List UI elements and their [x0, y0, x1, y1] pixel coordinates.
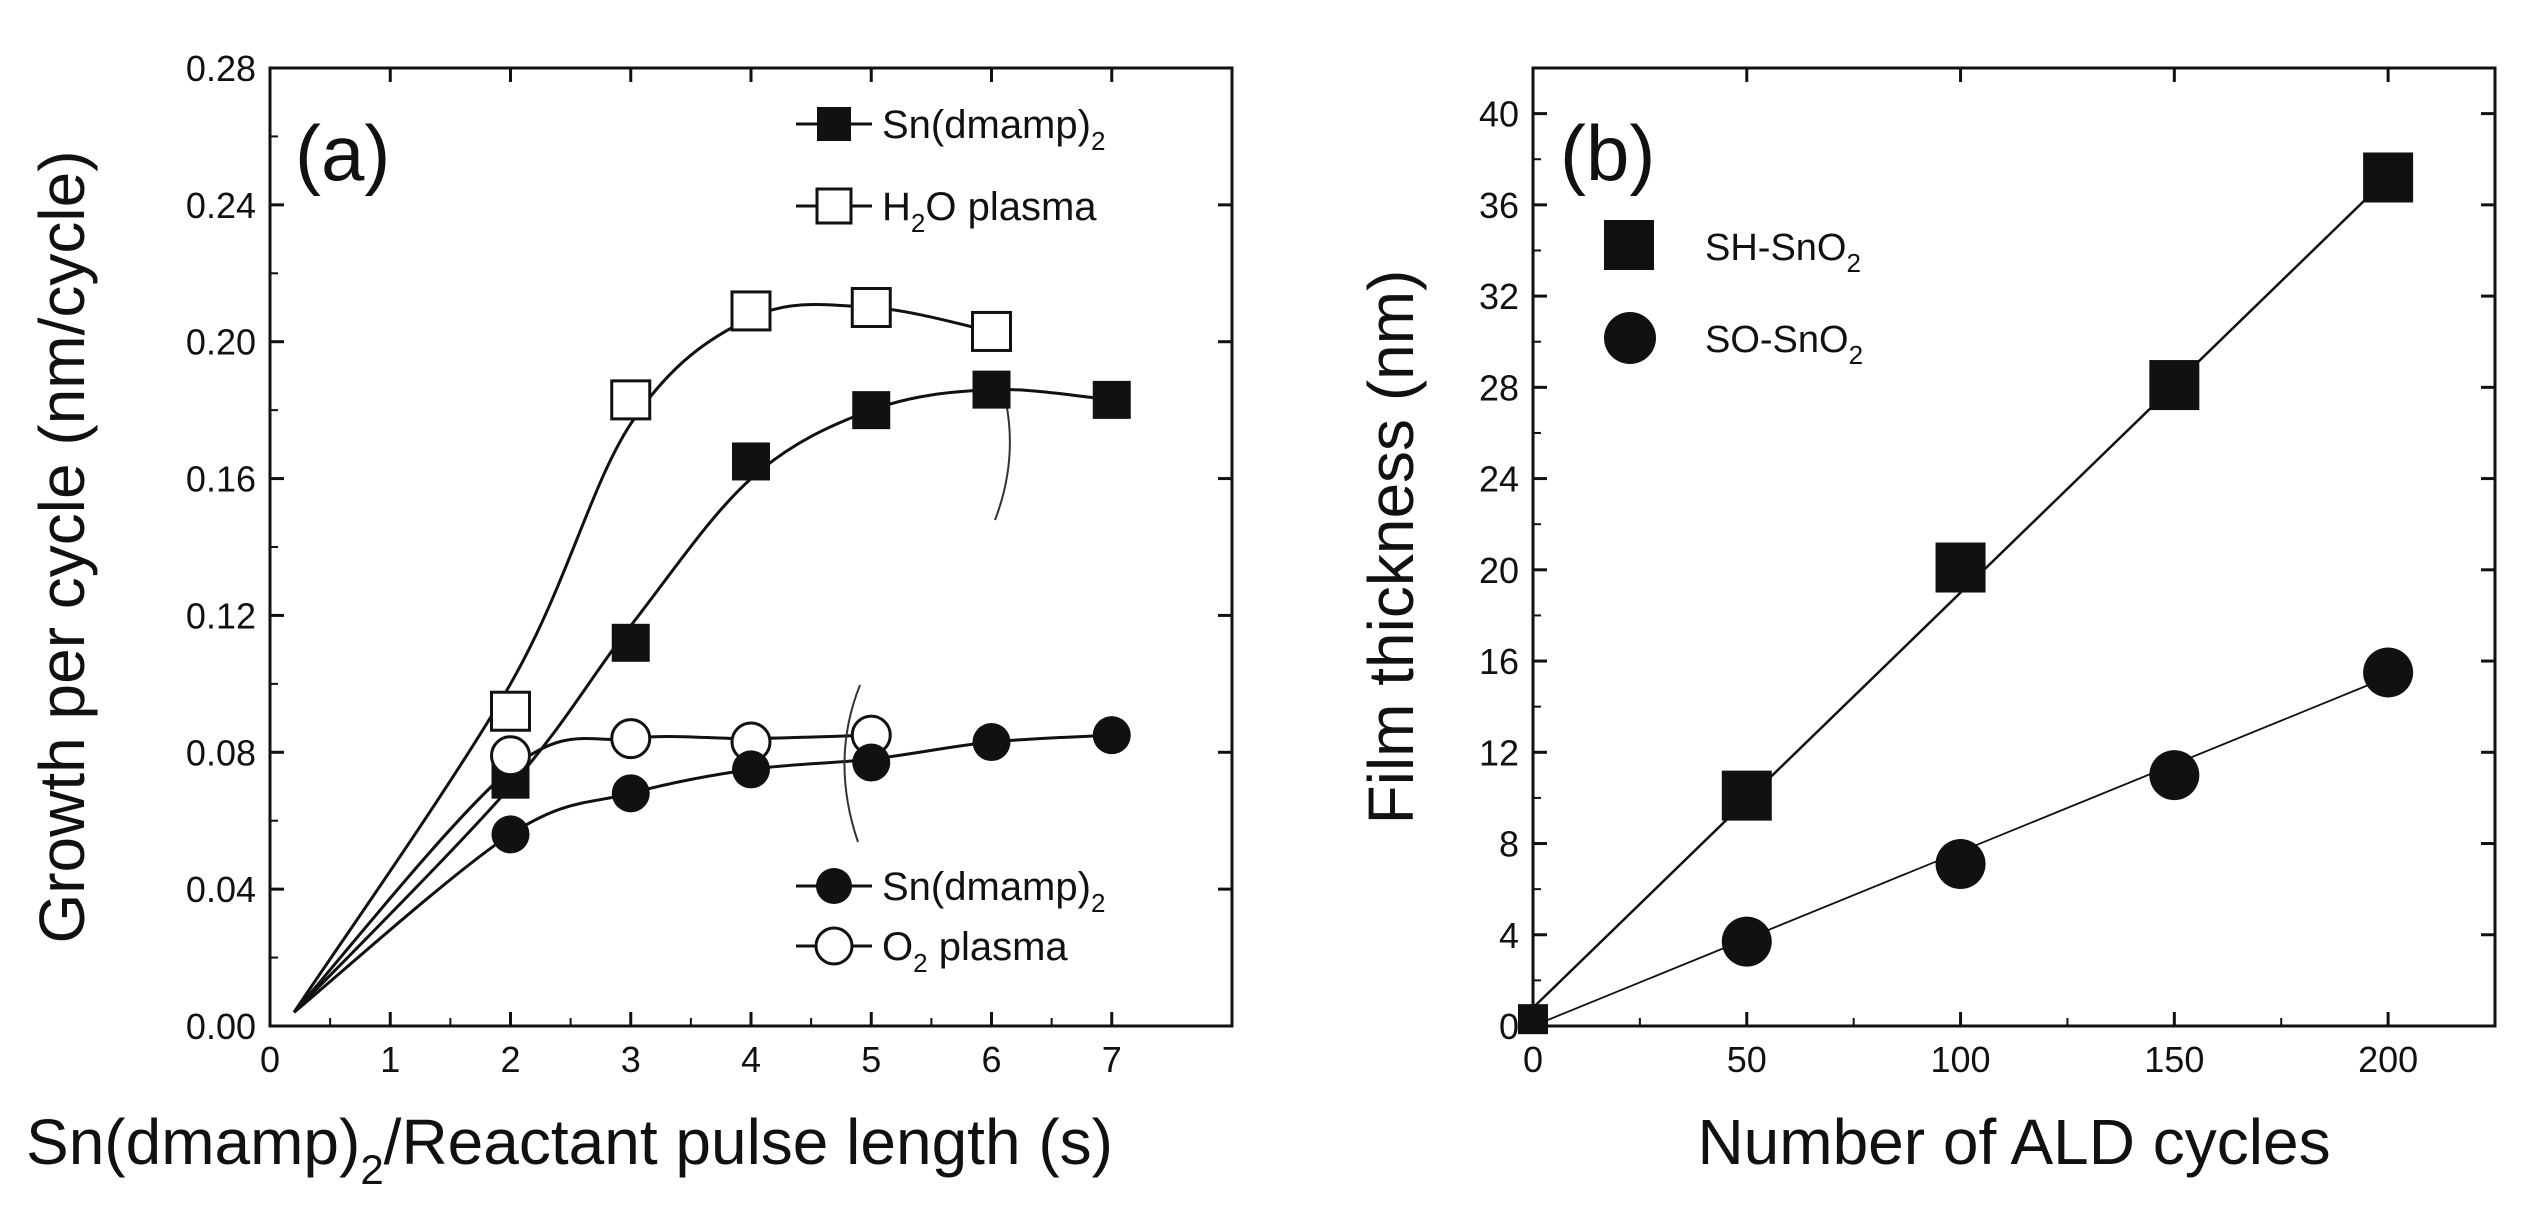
data-point-SO-SnO2 [1935, 839, 1986, 890]
data-point-filled-square [732, 442, 770, 481]
data-point-filled-circle [852, 743, 891, 782]
a-y-tick-label: 0.16 [186, 459, 256, 500]
b-y-tick-label: 16 [1479, 641, 1519, 682]
data-point-SO-SnO2 [2363, 647, 2414, 698]
a-y-tick-label: 0.24 [186, 185, 256, 226]
legend-bottom-a: Sn(dmamp)2 O2 plasma [796, 865, 1105, 978]
data-point-filled-circle [732, 750, 770, 789]
a-y-tick-label: 0.20 [186, 322, 256, 363]
data-point-filled-square [972, 370, 1011, 409]
legend-marker-open-circle [814, 926, 854, 966]
b-y-tick-label: 8 [1499, 824, 1519, 865]
series-points-b [1518, 152, 2414, 1035]
b-y-tick-label: 20 [1479, 550, 1519, 591]
chart-b: 0 50 100 150 200 0 4 8 12 16 20 24 28 32 36 40 (b) SH-S… [1355, 66, 2497, 1178]
x-axis-label-a: Sn(dmamp)2/Reactant pulse length (s) [26, 1106, 1113, 1193]
a-y-tick-label: 0.08 [186, 732, 256, 773]
b-x-tick-label: 0 [1523, 1039, 1543, 1080]
data-point-filled-square [611, 623, 650, 662]
legend-top-a: Sn(dmamp)2 H2O plasma [796, 103, 1105, 238]
series-line-filled-square [292, 387, 1112, 1014]
panel-label-a: (a) [295, 109, 390, 197]
a-x-tick-label: 6 [981, 1039, 1001, 1080]
data-point-open-square [730, 290, 772, 332]
b-x-tick-label: 200 [2358, 1039, 2418, 1080]
data-point-SO-SnO2 [2149, 750, 2200, 801]
data-point-filled-circle [1092, 716, 1131, 755]
legend-label-sn-dmamp2-o2: Sn(dmamp)2 [882, 865, 1105, 918]
data-point-open-square [971, 310, 1012, 352]
b-y-tick-label: 32 [1479, 276, 1519, 317]
x-axis-label-b: Number of ALD cycles [1697, 1106, 2330, 1178]
data-point-open-square [610, 379, 652, 421]
chart-a: 0 1 2 3 4 5 6 7 0.00 0.04 0.08 0.12 0.16 0.20 0.24 0.28… [26, 48, 1234, 1193]
data-point-filled-circle [611, 774, 650, 813]
legend-label-o2-plasma: O2 plasma [882, 925, 1068, 978]
data-point-SH-SnO2 [2149, 360, 2200, 411]
legend-label-sh-sno2: SH-SnO2 [1705, 227, 1861, 278]
data-point-SH-SnO2 [2363, 152, 2414, 203]
legend-marker-filled-circle [1604, 312, 1656, 364]
data-point-filled-circle [972, 723, 1011, 762]
a-x-tick-label: 0 [260, 1039, 280, 1080]
b-y-tick-label: 12 [1479, 732, 1519, 773]
legend-marker-filled-circle [816, 868, 852, 904]
b-y-tick-label: 40 [1479, 94, 1519, 135]
data-point-SH-SnO2 [1935, 542, 1986, 593]
a-x-tick-label: 2 [500, 1039, 520, 1080]
b-y-tick-label: 24 [1479, 459, 1519, 500]
data-point-open-square [850, 287, 892, 328]
fit-line-SH-SnO2 [1532, 176, 2389, 1009]
b-x-tick-label: 150 [2144, 1039, 2204, 1080]
legend-b: SH-SnO2 SO-SnO2 [1604, 220, 1863, 370]
data-point-SH-SnO2 [1721, 770, 1772, 821]
a-x-tick-label: 1 [380, 1039, 400, 1080]
b-y-tick-label: 4 [1499, 915, 1519, 956]
data-point-filled-square [1092, 380, 1131, 419]
b-y-tick-label: 28 [1479, 367, 1519, 408]
legend-label-so-sno2: SO-SnO2 [1705, 319, 1863, 370]
series-points-a [490, 287, 1131, 854]
series-line-open-circle [292, 733, 872, 1014]
a-x-tick-label: 5 [861, 1039, 881, 1080]
legend-label-sn-dmamp2: Sn(dmamp)2 [882, 103, 1105, 156]
a-y-tick-label: 0.12 [186, 595, 256, 636]
legend-marker-filled-square [1604, 220, 1654, 270]
b-y-tick-label: 36 [1479, 185, 1519, 226]
data-point-open-square [490, 690, 531, 732]
data-point-SO-SnO2 [1518, 1004, 1548, 1035]
a-x-tick-label: 4 [741, 1039, 761, 1080]
ticks-b: 0 50 100 150 200 0 4 8 12 16 20 24 28 32 36 40 [1479, 68, 2495, 1080]
data-point-open-circle [490, 735, 531, 777]
plot-frame-b [1531, 66, 2497, 1028]
ticks-a: 0 1 2 3 4 5 6 7 0.00 0.04 0.08 0.12 0.16 0.20 0.24 0.28 [186, 48, 1232, 1080]
data-point-SO-SnO2 [1721, 916, 1772, 967]
legend-marker-filled-square [817, 107, 851, 141]
data-point-filled-circle [491, 815, 530, 854]
legend-marker-open-square [815, 187, 853, 225]
a-x-tick-label: 3 [621, 1039, 641, 1080]
y-axis-label-b: Film thickness (nm) [1355, 270, 1427, 825]
a-y-tick-label: 0.04 [186, 869, 256, 910]
data-point-filled-square [852, 391, 891, 430]
break-arc-lower [843, 684, 861, 843]
fit-lines-b [1532, 176, 2389, 1027]
b-y-tick-label: 0 [1499, 1006, 1519, 1047]
y-axis-label-a: Growth per cycle (nm/cycle) [26, 150, 98, 943]
b-x-tick-label: 50 [1727, 1039, 1767, 1080]
a-x-tick-label: 7 [1102, 1039, 1122, 1080]
data-point-open-circle [610, 718, 652, 760]
a-y-tick-label: 0.00 [186, 1006, 256, 1047]
legend-label-h2o-plasma: H2O plasma [882, 185, 1097, 238]
b-x-tick-label: 100 [1931, 1039, 1991, 1080]
a-y-tick-label: 0.28 [186, 48, 256, 89]
panel-label-b: (b) [1560, 109, 1655, 197]
